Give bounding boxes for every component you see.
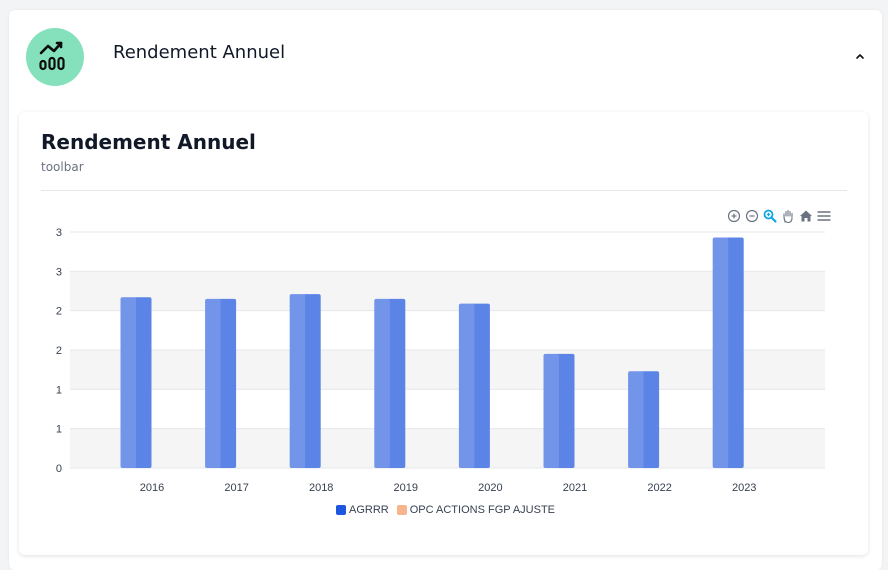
bar-highlight-2023 xyxy=(712,237,729,468)
bar-highlight-2020 xyxy=(458,303,475,468)
x-tick-label: 2023 xyxy=(732,482,756,494)
legend-item-agrrr[interactable]: AGRRR xyxy=(336,504,389,516)
zoom-out-icon[interactable] xyxy=(744,208,760,224)
menu-icon[interactable] xyxy=(816,208,832,224)
x-tick-label: 2019 xyxy=(394,482,418,494)
divider xyxy=(41,190,847,191)
grid-band xyxy=(70,271,825,311)
legend-swatch-agrrr xyxy=(336,505,346,515)
bar-2016[interactable] xyxy=(120,297,152,468)
bar-2023[interactable] xyxy=(712,237,744,468)
bar-highlight-2019 xyxy=(374,298,390,468)
y-tick-label: 1 xyxy=(56,424,62,436)
chart-subtitle: toolbar xyxy=(41,160,84,174)
reset-home-icon[interactable] xyxy=(798,208,814,224)
pan-icon[interactable] xyxy=(780,208,796,224)
bar-2019[interactable] xyxy=(374,298,406,468)
x-tick-label: 2021 xyxy=(563,482,587,494)
x-tick-label: 2018 xyxy=(309,482,333,494)
chart-title: Rendement Annuel xyxy=(41,130,256,154)
legend-swatch-opc xyxy=(396,505,407,515)
x-tick-label: 2016 xyxy=(140,482,164,494)
chart-toolbar xyxy=(726,208,832,224)
legend-item-opc[interactable]: OPC ACTIONS FGP AJUSTE xyxy=(396,504,556,516)
grid-band xyxy=(70,428,825,468)
bar-highlight-2016 xyxy=(120,297,136,468)
bar-highlight-2022 xyxy=(628,371,644,468)
y-tick-label: 1 xyxy=(56,384,62,396)
bar-2018[interactable] xyxy=(289,294,321,468)
x-tick-label: 2017 xyxy=(224,482,248,494)
chevron-up-icon[interactable] xyxy=(852,48,868,64)
grid-band xyxy=(70,350,825,390)
legend-label-agrrr: AGRRR xyxy=(349,504,389,516)
bar-2020[interactable] xyxy=(458,303,490,468)
chart-growth-icon xyxy=(26,28,84,86)
bar-2022[interactable] xyxy=(628,371,660,468)
bar-2021[interactable] xyxy=(543,353,575,468)
zoom-in-icon[interactable] xyxy=(726,208,742,224)
chart-legend: AGRRR OPC ACTIONS FGP AJUSTE xyxy=(336,504,563,516)
x-tick-label: 2020 xyxy=(478,482,502,494)
y-tick-label: 2 xyxy=(56,306,62,318)
bar-highlight-2017 xyxy=(205,298,221,468)
section-title: Rendement Annuel xyxy=(113,42,286,63)
y-tick-label: 2 xyxy=(56,345,62,357)
y-tick-label: 3 xyxy=(56,227,62,239)
x-tick-label: 2022 xyxy=(647,482,671,494)
bar-highlight-2021 xyxy=(543,353,559,468)
y-tick-label: 0 xyxy=(56,463,62,475)
y-tick-label: 3 xyxy=(56,266,62,278)
zoom-selection-icon[interactable] xyxy=(762,208,778,224)
bar-2017[interactable] xyxy=(205,298,237,468)
bar-highlight-2018 xyxy=(289,294,306,468)
legend-label-opc: OPC ACTIONS FGP AJUSTE xyxy=(409,504,556,516)
